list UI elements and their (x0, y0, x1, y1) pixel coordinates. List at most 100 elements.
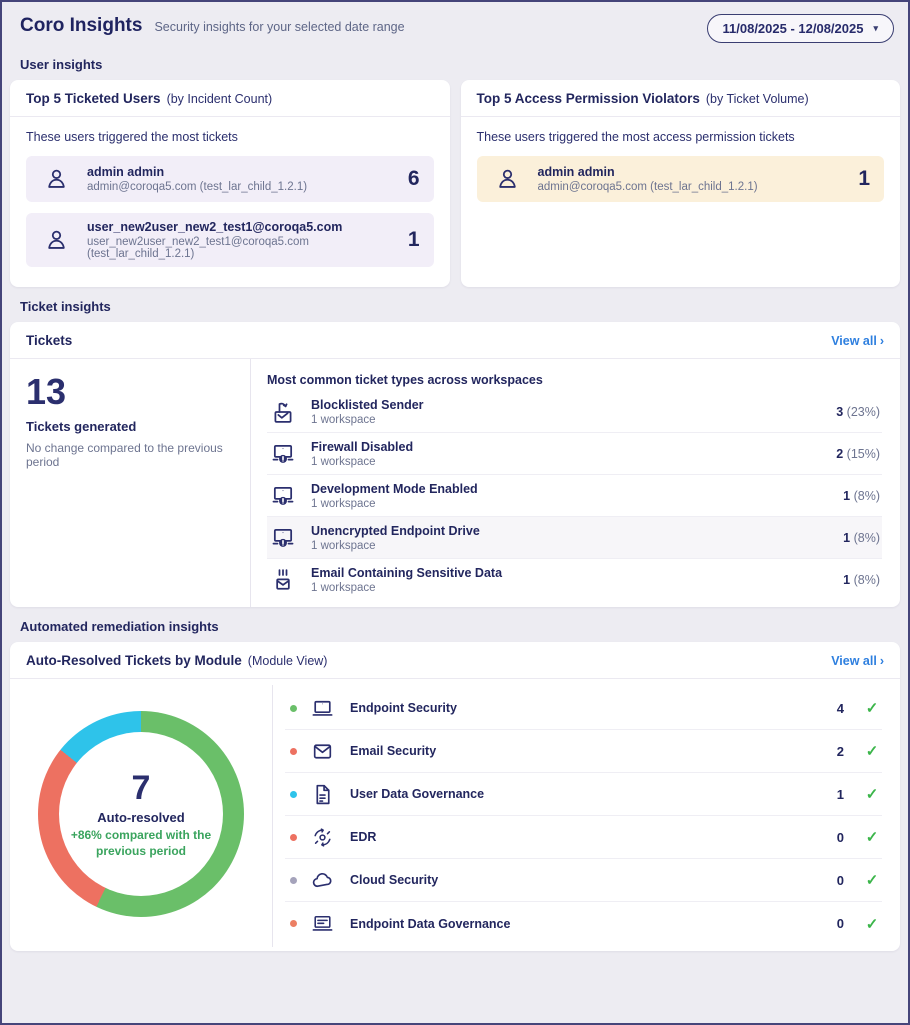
module-row[interactable]: Endpoint Security 4 ✓ (285, 687, 882, 730)
legend-dot (290, 704, 297, 712)
tickets-generated-count: 13 (26, 371, 67, 412)
card-qualifier: (by Incident Count) (166, 92, 273, 106)
auto-resolved-donut: 7 Auto-resolved +86% compared with the p… (38, 711, 244, 917)
user-detail: admin@coroqa5.com (test_lar_child_1.2.1) (537, 181, 758, 193)
ticket-type-workspaces: 1 workspace (311, 413, 376, 426)
laptop-icon (310, 696, 335, 721)
ticket-type-title: Development Mode Enabled (311, 481, 478, 496)
ticket-type-workspaces: 1 workspace (311, 582, 376, 594)
ticketed-users-header: Top 5 Ticketed Users (by Incident Count) (10, 80, 450, 117)
page-header: Coro Insights Security insights for your… (2, 2, 908, 45)
user-icon (43, 166, 70, 193)
check-icon: ✓ (865, 743, 879, 760)
permission-violators-header: Top 5 Access Permission Violators (by Ti… (460, 80, 900, 117)
ticket-type-row[interactable]: Blocklisted Sender 1 workspace 3 (23%) (267, 391, 882, 433)
module-row[interactable]: EDR 0 ✓ (285, 816, 882, 859)
user-ticket-count: 6 (407, 167, 420, 190)
user-ticket-count: 1 (407, 228, 420, 251)
section-ticket-insights: Ticket insights (20, 299, 111, 314)
device-warning-icon (269, 524, 297, 552)
auto-resolved-header: Auto-Resolved Tickets by Module (Module … (10, 642, 900, 679)
date-range-value: 11/08/2025 - 12/08/2025 (722, 21, 864, 36)
ticket-type-count: 1 (8%) (843, 488, 880, 503)
check-icon: ✓ (865, 915, 879, 933)
module-count: 0 (836, 872, 844, 888)
view-all-link[interactable]: View all › (831, 334, 884, 348)
ticket-type-row[interactable]: Development Mode Enabled 1 workspace 1 (… (267, 475, 882, 517)
section-user-insights: User insights (20, 57, 103, 72)
ticketed-users-card: Top 5 Ticketed Users (by Incident Count)… (10, 80, 450, 287)
ticket-type-row[interactable]: Unencrypted Endpoint Drive 1 workspace 1… (267, 517, 882, 559)
ticket-type-row[interactable]: Email Containing Sensitive Data 1 worksp… (267, 559, 882, 601)
chevron-right-icon: › (879, 654, 884, 668)
tickets-card: Tickets View all › 13 Tickets generated … (10, 322, 900, 607)
ticket-type-count: 3 (23%) (836, 404, 880, 419)
cloud-icon (310, 868, 335, 893)
ticket-type-row[interactable]: Firewall Disabled 1 workspace 2 (15%) (267, 433, 882, 475)
card-title: Auto-Resolved Tickets by Module (26, 653, 242, 668)
module-label: Endpoint Data Governance (350, 916, 511, 931)
user-name: admin admin (87, 165, 165, 179)
device-warning-icon (269, 482, 297, 510)
user-icon (43, 227, 70, 254)
tickets-generated-summary: 13 Tickets generated No change compared … (10, 359, 250, 607)
module-label: EDR (350, 830, 377, 844)
check-icon: ✓ (865, 700, 879, 717)
module-label: Email Security (350, 744, 437, 758)
auto-resolved-card: Auto-Resolved Tickets by Module (Module … (10, 642, 900, 951)
legend-dot (290, 747, 297, 755)
email-data-icon (269, 566, 297, 594)
module-count: 0 (836, 916, 844, 931)
view-all-link[interactable]: View all › (831, 654, 884, 668)
ticket-type-title: Email Containing Sensitive Data (311, 566, 503, 580)
module-count: 2 (836, 743, 844, 759)
device-warning-icon (269, 440, 297, 468)
date-range-picker[interactable]: 11/08/2025 - 12/08/2025 ▾ (706, 14, 894, 43)
edr-icon (310, 825, 335, 850)
phishing-email-icon (269, 398, 297, 426)
card-description: These users triggered the most access pe… (476, 130, 795, 144)
module-row[interactable]: User Data Governance 1 ✓ (285, 773, 882, 816)
page-title: Coro Insights (20, 15, 143, 36)
user-name: user_new2user_new2_test1@coroqa5.com (87, 220, 343, 234)
tickets-generated-label: Tickets generated (26, 418, 137, 434)
user-ticket-count: 1 (858, 167, 870, 190)
module-label: Cloud Security (350, 873, 439, 887)
tickets-card-header: Tickets View all › (10, 322, 900, 359)
module-label: User Data Governance (350, 787, 485, 801)
card-description: These users triggered the most tickets (26, 130, 238, 144)
user-insights-row: Top 5 Ticketed Users (by Incident Count)… (10, 80, 900, 287)
ticketed-user-row[interactable]: user_new2user_new2_test1@coroqa5.com use… (26, 213, 434, 267)
ticketed-user-row[interactable]: admin admin admin@coroqa5.com (test_lar_… (26, 156, 434, 202)
chevron-down-icon: ▾ (873, 23, 878, 33)
ticket-types-list: Most common ticket types across workspac… (250, 359, 900, 607)
user-name: admin admin (537, 165, 615, 179)
auto-resolved-count: 7 (131, 768, 151, 807)
module-list: Endpoint Security 4 ✓ Email Security 2 ✓… (272, 685, 900, 947)
chevron-right-icon: › (879, 334, 884, 348)
module-row[interactable]: Email Security 2 ✓ (285, 730, 882, 773)
donut-column: 7 Auto-resolved +86% compared with the p… (10, 685, 272, 947)
check-icon: ✓ (865, 786, 879, 803)
check-icon: ✓ (865, 829, 879, 846)
laptop-data-icon (310, 911, 335, 936)
user-detail: user_new2user_new2_test1@coroqa5.com (te… (87, 236, 309, 260)
auto-resolved-note: +86% compared with the previous period (70, 827, 212, 858)
permission-violators-card: Top 5 Access Permission Violators (by Ti… (460, 80, 900, 287)
legend-dot (290, 876, 297, 884)
card-qualifier: (by Ticket Volume) (705, 92, 809, 106)
module-count: 1 (836, 786, 844, 802)
module-row[interactable]: Endpoint Data Governance 0 ✓ (285, 902, 882, 945)
ticket-type-title: Unencrypted Endpoint Drive (311, 523, 480, 538)
tickets-generated-note: No change compared to the previous perio… (26, 440, 223, 469)
auto-resolved-label: Auto-resolved (97, 809, 185, 825)
legend-dot (290, 790, 297, 798)
module-row[interactable]: Cloud Security 0 ✓ (285, 859, 882, 902)
card-title: Top 5 Ticketed Users (26, 91, 161, 106)
violator-user-row[interactable]: admin admin admin@coroqa5.com (test_lar_… (476, 156, 884, 202)
ticket-type-workspaces: 1 workspace (311, 539, 376, 552)
user-icon (494, 166, 521, 193)
module-label: Endpoint Security (350, 701, 457, 715)
ticket-type-title: Blocklisted Sender (311, 397, 424, 412)
ticket-type-title: Firewall Disabled (311, 439, 414, 454)
